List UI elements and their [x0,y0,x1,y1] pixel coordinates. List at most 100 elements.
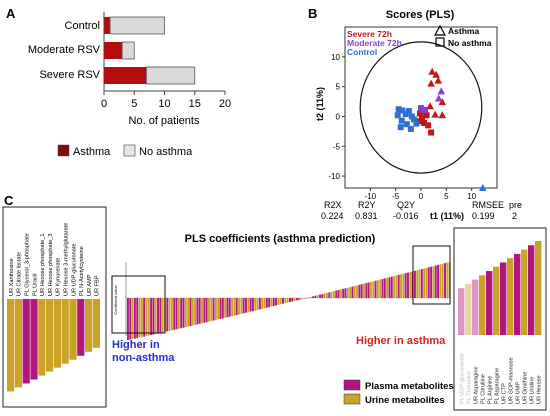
y-tick-label: 0 [336,112,341,121]
coefficient-bar [154,298,157,335]
left-inset-labels: UR Xanthosine UR Citrate lactate PL Glycer… [9,223,101,296]
confidence-ellipse [359,41,483,174]
left-inset-label: UR AMP [87,274,93,296]
right-inset-label: UR Uridine [530,377,536,404]
coefficient-bar [233,298,236,316]
coefficient-bar [210,298,213,322]
right-inset-label: UR Ornithine [523,372,529,404]
coefficient-bar [201,298,203,324]
panel-b-x-label: t1 (11%) [430,211,464,221]
left-inset-label: UR FBP [95,275,101,296]
coefficient-bar [247,298,250,313]
x-tick-label: 10 [158,98,170,110]
coefficient-bar [208,298,210,322]
coefficient-bar [272,298,275,307]
legend-label-asthma: Asthma [73,146,111,158]
panel-b: B Scores (PLS) -10 -5 0 5 10 -10 -5 0 5 10 t2 (11… [308,6,522,221]
coefficient-bar [353,285,356,298]
coefficient-bar [302,298,305,299]
y-tick-label: -10 [328,172,340,181]
coefficient-bar [326,292,328,298]
coefficient-bar [228,298,231,317]
coefficient-bar [291,298,294,302]
coefficient-bar [395,275,398,298]
right-inset-label: UR GDP-mannose [509,357,515,404]
right-inset-bar [507,258,514,335]
right-inset-bar [465,283,472,335]
legend-label-no-asthma: No asthma [139,146,193,158]
right-inset-bars [458,241,542,335]
coefficient-bar [404,273,407,298]
score-point-no-asthma [416,118,423,125]
coefficient-bar [166,298,169,332]
panel-b-ellipse [359,41,483,174]
stat-header-q2y: Q2Y [397,200,415,210]
coefficient-bar [381,278,384,298]
coefficient-bar [131,298,134,340]
coefficient-bar [173,298,176,330]
bar-no-asthma [145,66,196,85]
coefficient-bar [275,298,278,306]
coefficient-bar [400,274,402,298]
coefficient-bar [383,278,386,298]
coefficient-bar [143,298,146,337]
legend-shape-no-asthma: No asthma [448,38,492,48]
right-inset-labels: PL UDP-glucuronate PL Threonine UR Asparag… [460,353,543,404]
coefficient-bar [212,298,215,321]
score-point-asthma [438,111,447,119]
coefficient-bar [425,267,428,298]
coefficient-bar [388,277,391,298]
coefficient-bar [145,298,148,337]
x-tick-label: 10 [467,192,476,201]
right-inset-label: UR CTP [502,383,508,404]
left-inset-label: UR Citrate lactate [17,252,23,296]
score-point-no-asthma [399,107,406,114]
x-tick-label: 5 [444,192,449,201]
coefficient-bar [351,286,354,298]
coefficient-bar [189,298,192,327]
legend-group-moderate: Moderate 72h [347,38,402,48]
coefficient-bar [161,298,164,333]
coefficient-bar [339,289,342,298]
coefficient-bar [152,298,155,335]
left-inset-bars [7,299,100,392]
right-inset-bar [493,266,500,335]
coefficient-bar [265,298,268,308]
x-tick-label: 15 [189,98,201,110]
coefficient-bar [437,264,440,298]
coefficient-bar [363,283,365,298]
panel-c-bars [127,262,451,340]
legend-square-icon [435,37,445,47]
stat-value-r2x: 0.224 [321,211,344,221]
coefficient-bar [226,298,229,318]
score-point-asthma [426,102,434,110]
coefficient-bar [314,295,317,298]
score-point-no-asthma [416,110,423,117]
panel-c-y-label: Coefficient value [113,284,118,314]
coefficient-bar [358,284,361,298]
zoom-box-right [412,245,451,305]
y-tick-label: 10 [331,53,340,62]
left-inset-label: PL Uracil [32,274,38,296]
left-inset-label: UR Hexose phosphate_3 [48,233,54,296]
panel-a-legend: Asthma No asthma [57,144,193,158]
coefficient-bar [277,298,280,305]
score-point-asthma [428,67,436,75]
coefficient-bar [330,291,333,298]
legend-label-plasma: Plasma metabolites [365,381,454,392]
panel-b-stats-table: R2X R2Y Q2Y RMSEE pre 0.224 0.831 -0.016… [321,200,522,221]
coefficient-bar [231,298,234,317]
category-label-moderate: Moderate RSV [28,44,101,56]
score-point-asthma [431,110,439,118]
coefficient-bar [390,276,393,298]
coefficient-bar [279,298,282,305]
score-point-asthma [434,76,443,84]
score-point-no-asthma [403,121,410,128]
panel-b-y-label: t2 (11%) [315,87,325,121]
right-inset-label: UR Hexose [537,375,543,404]
right-inset-bar [500,262,507,335]
left-inset-bar [14,299,22,388]
left-inset-bar [85,299,93,352]
stat-header-rmsee: RMSEE [472,200,504,210]
